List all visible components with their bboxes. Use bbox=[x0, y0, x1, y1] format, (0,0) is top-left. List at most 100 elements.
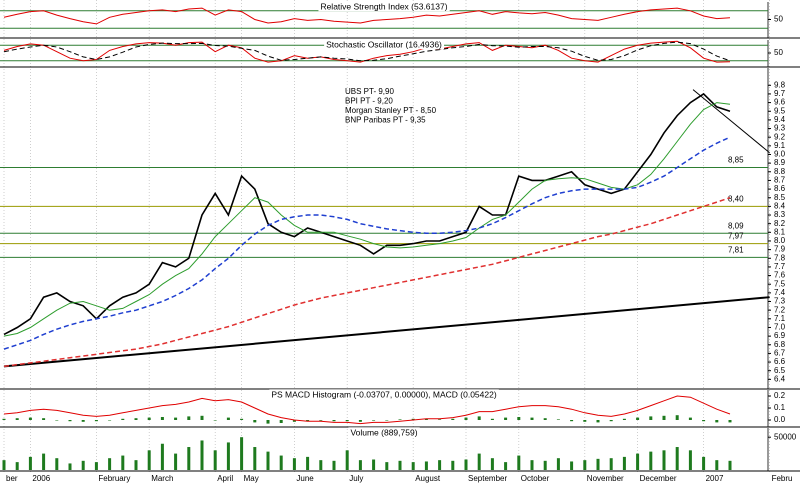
bar bbox=[147, 417, 151, 420]
bar bbox=[174, 453, 178, 470]
annotation: UBS PT- 9,90 bbox=[345, 87, 394, 96]
y-tick-label: 6.5 bbox=[774, 366, 786, 375]
y-tick-label: 8.3 bbox=[774, 210, 786, 219]
bar bbox=[147, 450, 151, 470]
bar bbox=[530, 417, 534, 420]
y-tick-label: 9.6 bbox=[774, 98, 786, 107]
bar bbox=[332, 460, 336, 470]
x-tick-label: December bbox=[640, 474, 677, 483]
x-tick-label: May bbox=[244, 474, 259, 483]
bar bbox=[424, 461, 428, 470]
bar bbox=[424, 418, 428, 420]
bar bbox=[213, 450, 217, 470]
bar bbox=[68, 420, 72, 422]
y-tick-label: 7.4 bbox=[774, 288, 786, 297]
bar bbox=[570, 420, 574, 422]
x-tick-label: 2007 bbox=[706, 474, 724, 483]
bar bbox=[517, 455, 521, 470]
bar bbox=[702, 456, 706, 470]
y-tick-label: 9.3 bbox=[774, 124, 786, 133]
y-tick-label: 50 bbox=[774, 15, 783, 24]
bar bbox=[609, 458, 613, 470]
y-tick-label: 8.0 bbox=[774, 236, 786, 245]
bar bbox=[253, 447, 257, 470]
bar bbox=[451, 460, 455, 470]
bar bbox=[2, 460, 6, 470]
bar bbox=[490, 458, 494, 470]
bar bbox=[187, 416, 191, 420]
bar bbox=[68, 463, 72, 470]
bar bbox=[411, 462, 415, 470]
level-label: 7,97 bbox=[728, 232, 744, 241]
bar bbox=[543, 418, 547, 420]
panel-title: Stochastic Oscillator (16.4936) bbox=[326, 39, 442, 49]
series-line bbox=[3, 395, 731, 425]
bar bbox=[358, 460, 362, 470]
panel-title: PS MACD Histogram (-0.03707, 0.00000), M… bbox=[271, 389, 497, 399]
bar bbox=[134, 460, 138, 470]
y-tick-label: 7.6 bbox=[774, 271, 786, 280]
y-tick-label: 0.0 bbox=[774, 415, 786, 424]
level-label: 8,40 bbox=[728, 194, 744, 203]
y-tick-label: 9.5 bbox=[774, 106, 786, 115]
bar bbox=[715, 420, 719, 423]
bar bbox=[306, 456, 310, 470]
bar bbox=[570, 461, 574, 470]
y-tick-label: 7.5 bbox=[774, 279, 786, 288]
bar bbox=[15, 462, 19, 470]
y-tick-label: 8.2 bbox=[774, 219, 786, 228]
x-tick-label: June bbox=[296, 474, 314, 483]
bar bbox=[385, 420, 389, 421]
bar bbox=[160, 443, 164, 470]
y-tick-label: 9.7 bbox=[774, 89, 786, 98]
bar bbox=[306, 420, 310, 422]
bar bbox=[636, 417, 640, 420]
bar bbox=[332, 420, 336, 422]
title-bg bbox=[348, 427, 420, 438]
bar bbox=[411, 418, 415, 420]
bar bbox=[226, 417, 230, 420]
bar bbox=[55, 420, 59, 421]
y-tick-label: 8.5 bbox=[774, 193, 786, 202]
bar bbox=[266, 420, 270, 424]
y-tick-label: 6.7 bbox=[774, 349, 786, 358]
bar bbox=[596, 420, 600, 423]
bar bbox=[160, 417, 164, 420]
y-tick-label: 50 bbox=[774, 48, 783, 57]
bar bbox=[266, 451, 270, 470]
annotation: BPI PT - 9,20 bbox=[345, 97, 393, 106]
panel-title: Relative Strength Index (53.6137) bbox=[320, 1, 447, 11]
bar bbox=[28, 456, 32, 470]
bar bbox=[464, 417, 468, 420]
bar bbox=[662, 450, 666, 470]
bar bbox=[662, 415, 666, 420]
bar bbox=[688, 450, 692, 470]
level-label: 8,09 bbox=[728, 221, 744, 230]
y-tick-label: 8.1 bbox=[774, 227, 786, 236]
y-tick-label: 7.2 bbox=[774, 305, 786, 314]
y-tick-label: 6.8 bbox=[774, 340, 786, 349]
bar bbox=[543, 460, 547, 470]
bar bbox=[279, 455, 283, 470]
bar bbox=[28, 417, 32, 420]
bar bbox=[504, 462, 508, 470]
bar bbox=[121, 455, 125, 470]
bar bbox=[636, 453, 640, 470]
bar bbox=[517, 417, 521, 420]
x-tick-label: November bbox=[587, 474, 624, 483]
y-tick-label: 8.4 bbox=[774, 201, 786, 210]
x-tick-label: Febru bbox=[772, 474, 793, 483]
bar bbox=[622, 456, 626, 470]
y-tick-label: 9.4 bbox=[774, 115, 786, 124]
bar bbox=[385, 462, 389, 470]
bar bbox=[253, 420, 257, 423]
panel-title: Volume (889,759) bbox=[350, 427, 417, 437]
bar bbox=[556, 419, 560, 420]
level-label: 8,85 bbox=[728, 156, 744, 165]
bar bbox=[345, 450, 349, 470]
bar bbox=[622, 418, 626, 420]
title-bg bbox=[324, 39, 445, 50]
bar bbox=[477, 453, 481, 470]
x-tick-label: March bbox=[151, 474, 173, 483]
